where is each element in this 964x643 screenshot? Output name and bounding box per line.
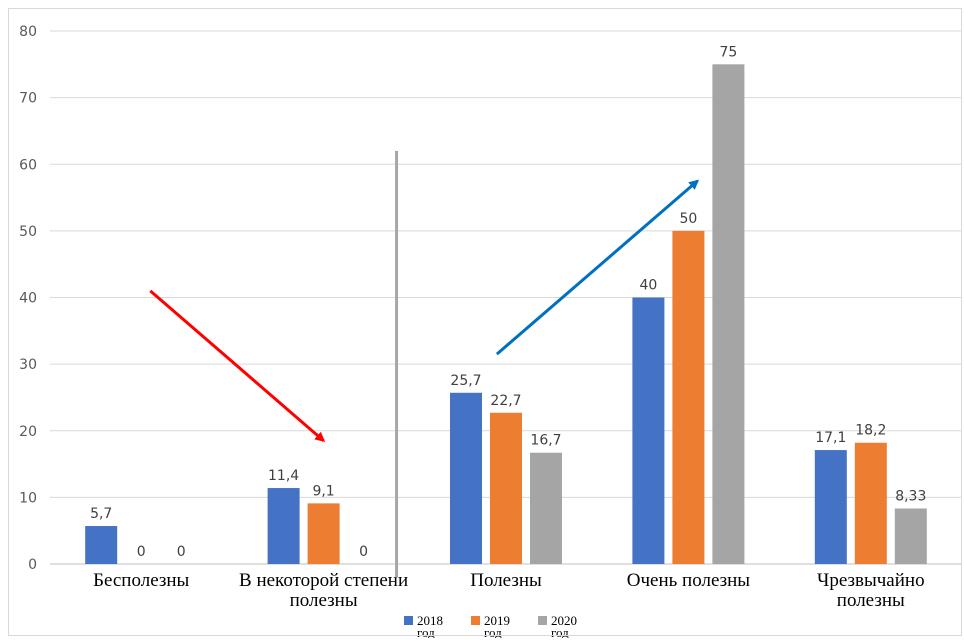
category-label: В некоторой степени	[239, 570, 408, 591]
y-tick-label: 10	[19, 490, 37, 506]
category-label: Чрезвычайно	[817, 570, 925, 591]
data-label: 25,7	[450, 373, 481, 389]
data-label: 11,4	[268, 468, 299, 484]
legend-swatch-3	[538, 616, 547, 625]
y-tick-label: 30	[19, 357, 37, 373]
legend-label: 2020	[551, 613, 577, 628]
bar-3-3	[530, 452, 562, 564]
y-axis-tick-labels: 0 10 20 30 40 50 60 70 80	[19, 24, 37, 573]
bar-2-4	[672, 230, 705, 564]
y-tick-label: 50	[19, 224, 37, 240]
data-label: 75	[719, 44, 737, 60]
data-label: 9,1	[312, 483, 334, 499]
legend-swatch-1	[404, 616, 413, 625]
data-label: 50	[679, 211, 697, 227]
gridlines	[50, 30, 962, 565]
y-tick-label: 0	[28, 557, 37, 573]
bar-2-2	[307, 503, 340, 564]
y-tick-label: 20	[19, 424, 37, 440]
bar-1-3	[450, 392, 482, 564]
data-label: 0	[137, 544, 146, 560]
data-label: 5,7	[90, 506, 112, 522]
y-tick-label: 40	[19, 291, 37, 307]
data-labels: 5,7 0 0 11,4 9,1 0 25,7 22,7 16,7 40 50 75 17,1 18,2 8…	[90, 44, 926, 560]
data-label: 16,7	[530, 433, 561, 449]
data-label: 0	[359, 544, 368, 560]
bar-1-4	[632, 297, 665, 564]
legend-label: год	[551, 625, 569, 638]
trend-up-arrow	[495, 179, 700, 356]
data-label: 40	[639, 278, 657, 294]
legend-label: 2019	[484, 613, 510, 628]
y-tick-label: 80	[19, 24, 37, 40]
trend-down-arrow	[149, 289, 326, 443]
legend-label: год	[484, 625, 502, 638]
legend-label: 2018	[417, 613, 443, 628]
category-label: Бесполезны	[93, 570, 189, 591]
bar-2-3	[490, 412, 522, 564]
legend-label: год	[417, 625, 435, 638]
category-labels: Бесполезны В некоторой степениполезныПоле…	[93, 570, 925, 611]
data-label: 0	[177, 544, 186, 560]
bar-1-2	[267, 488, 300, 564]
annotations	[149, 150, 700, 578]
bar-1-5	[814, 450, 847, 564]
category-label: полезны	[837, 590, 905, 611]
bars	[85, 64, 927, 564]
category-label: Полезны	[470, 570, 542, 591]
category-label: полезны	[290, 590, 358, 611]
bar-3-5	[894, 508, 927, 564]
data-label: 17,1	[815, 430, 846, 446]
legend-swatch-2	[471, 616, 480, 625]
data-label: 22,7	[490, 393, 521, 409]
y-tick-label: 60	[19, 157, 37, 173]
bar-1-1	[85, 526, 118, 564]
data-label: 8,33	[895, 489, 926, 505]
data-label: 18,2	[855, 423, 886, 439]
chart-border	[8, 8, 962, 636]
category-label: Очень полезны	[627, 570, 751, 591]
bar-3-4	[712, 64, 745, 564]
y-tick-label: 70	[19, 91, 37, 107]
bar-2-5	[854, 442, 887, 564]
